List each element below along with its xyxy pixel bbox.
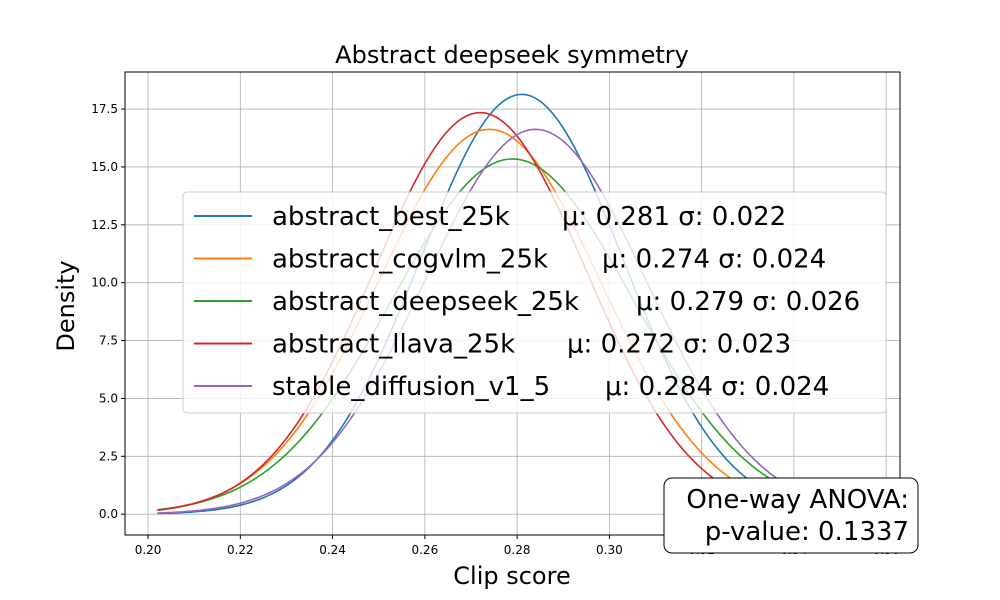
y-tick-label: 10.0 <box>91 276 118 290</box>
curve-stable-diffusion-v1-5 <box>157 128 873 514</box>
anova-title: One-way ANOVA: <box>686 485 909 515</box>
legend-label: abstract_cogvlm_25k <box>272 245 548 275</box>
curve-abstract-deepseek-25k <box>157 158 873 512</box>
y-tick-label: 15.0 <box>91 160 118 174</box>
x-tick-label: 0.28 <box>504 543 531 557</box>
y-tick-label: 12.5 <box>91 218 118 232</box>
x-tick-label: 0.24 <box>319 543 346 557</box>
legend-label: abstract_llava_25k <box>272 330 515 360</box>
y-tick-label: 0.0 <box>99 507 118 521</box>
chart-title: Abstract deepseek symmetry <box>335 41 689 69</box>
legend-label: stable_diffusion_v1_5 <box>272 372 550 402</box>
y-tick-label: 17.5 <box>91 102 118 116</box>
x-tick-label: 0.22 <box>227 543 254 557</box>
x-tick-label: 0.30 <box>596 543 623 557</box>
anova-pvalue: p-value: 0.1337 <box>705 517 909 547</box>
anova-annotation: One-way ANOVA: p-value: 0.1337 <box>663 477 919 554</box>
y-axis-label: Density <box>52 260 80 351</box>
legend-stats: μ: 0.274 σ: 0.024 <box>602 245 826 275</box>
legend-stats: μ: 0.272 σ: 0.023 <box>567 330 791 360</box>
legend: abstract_best_25k μ: 0.281 σ: 0.022 abstra… <box>182 191 887 414</box>
legend-stats: μ: 0.284 σ: 0.024 <box>605 372 829 402</box>
x-tick-label: 0.26 <box>411 543 438 557</box>
legend-stats: μ: 0.279 σ: 0.026 <box>636 287 860 317</box>
y-tick-label: 5.0 <box>99 391 118 405</box>
plot-area <box>124 71 901 536</box>
anova-box-frame <box>663 477 919 554</box>
x-tick-label: 0.20 <box>135 543 162 557</box>
y-tick-label: 7.5 <box>99 334 118 348</box>
x-axis-label: Clip score <box>453 562 570 590</box>
y-tick-label: 2.5 <box>99 449 118 463</box>
legend-stats: μ: 0.281 σ: 0.022 <box>562 202 786 232</box>
legend-box <box>182 191 887 414</box>
legend-label: abstract_deepseek_25k <box>272 287 579 317</box>
legend-label: abstract_best_25k <box>272 202 510 232</box>
